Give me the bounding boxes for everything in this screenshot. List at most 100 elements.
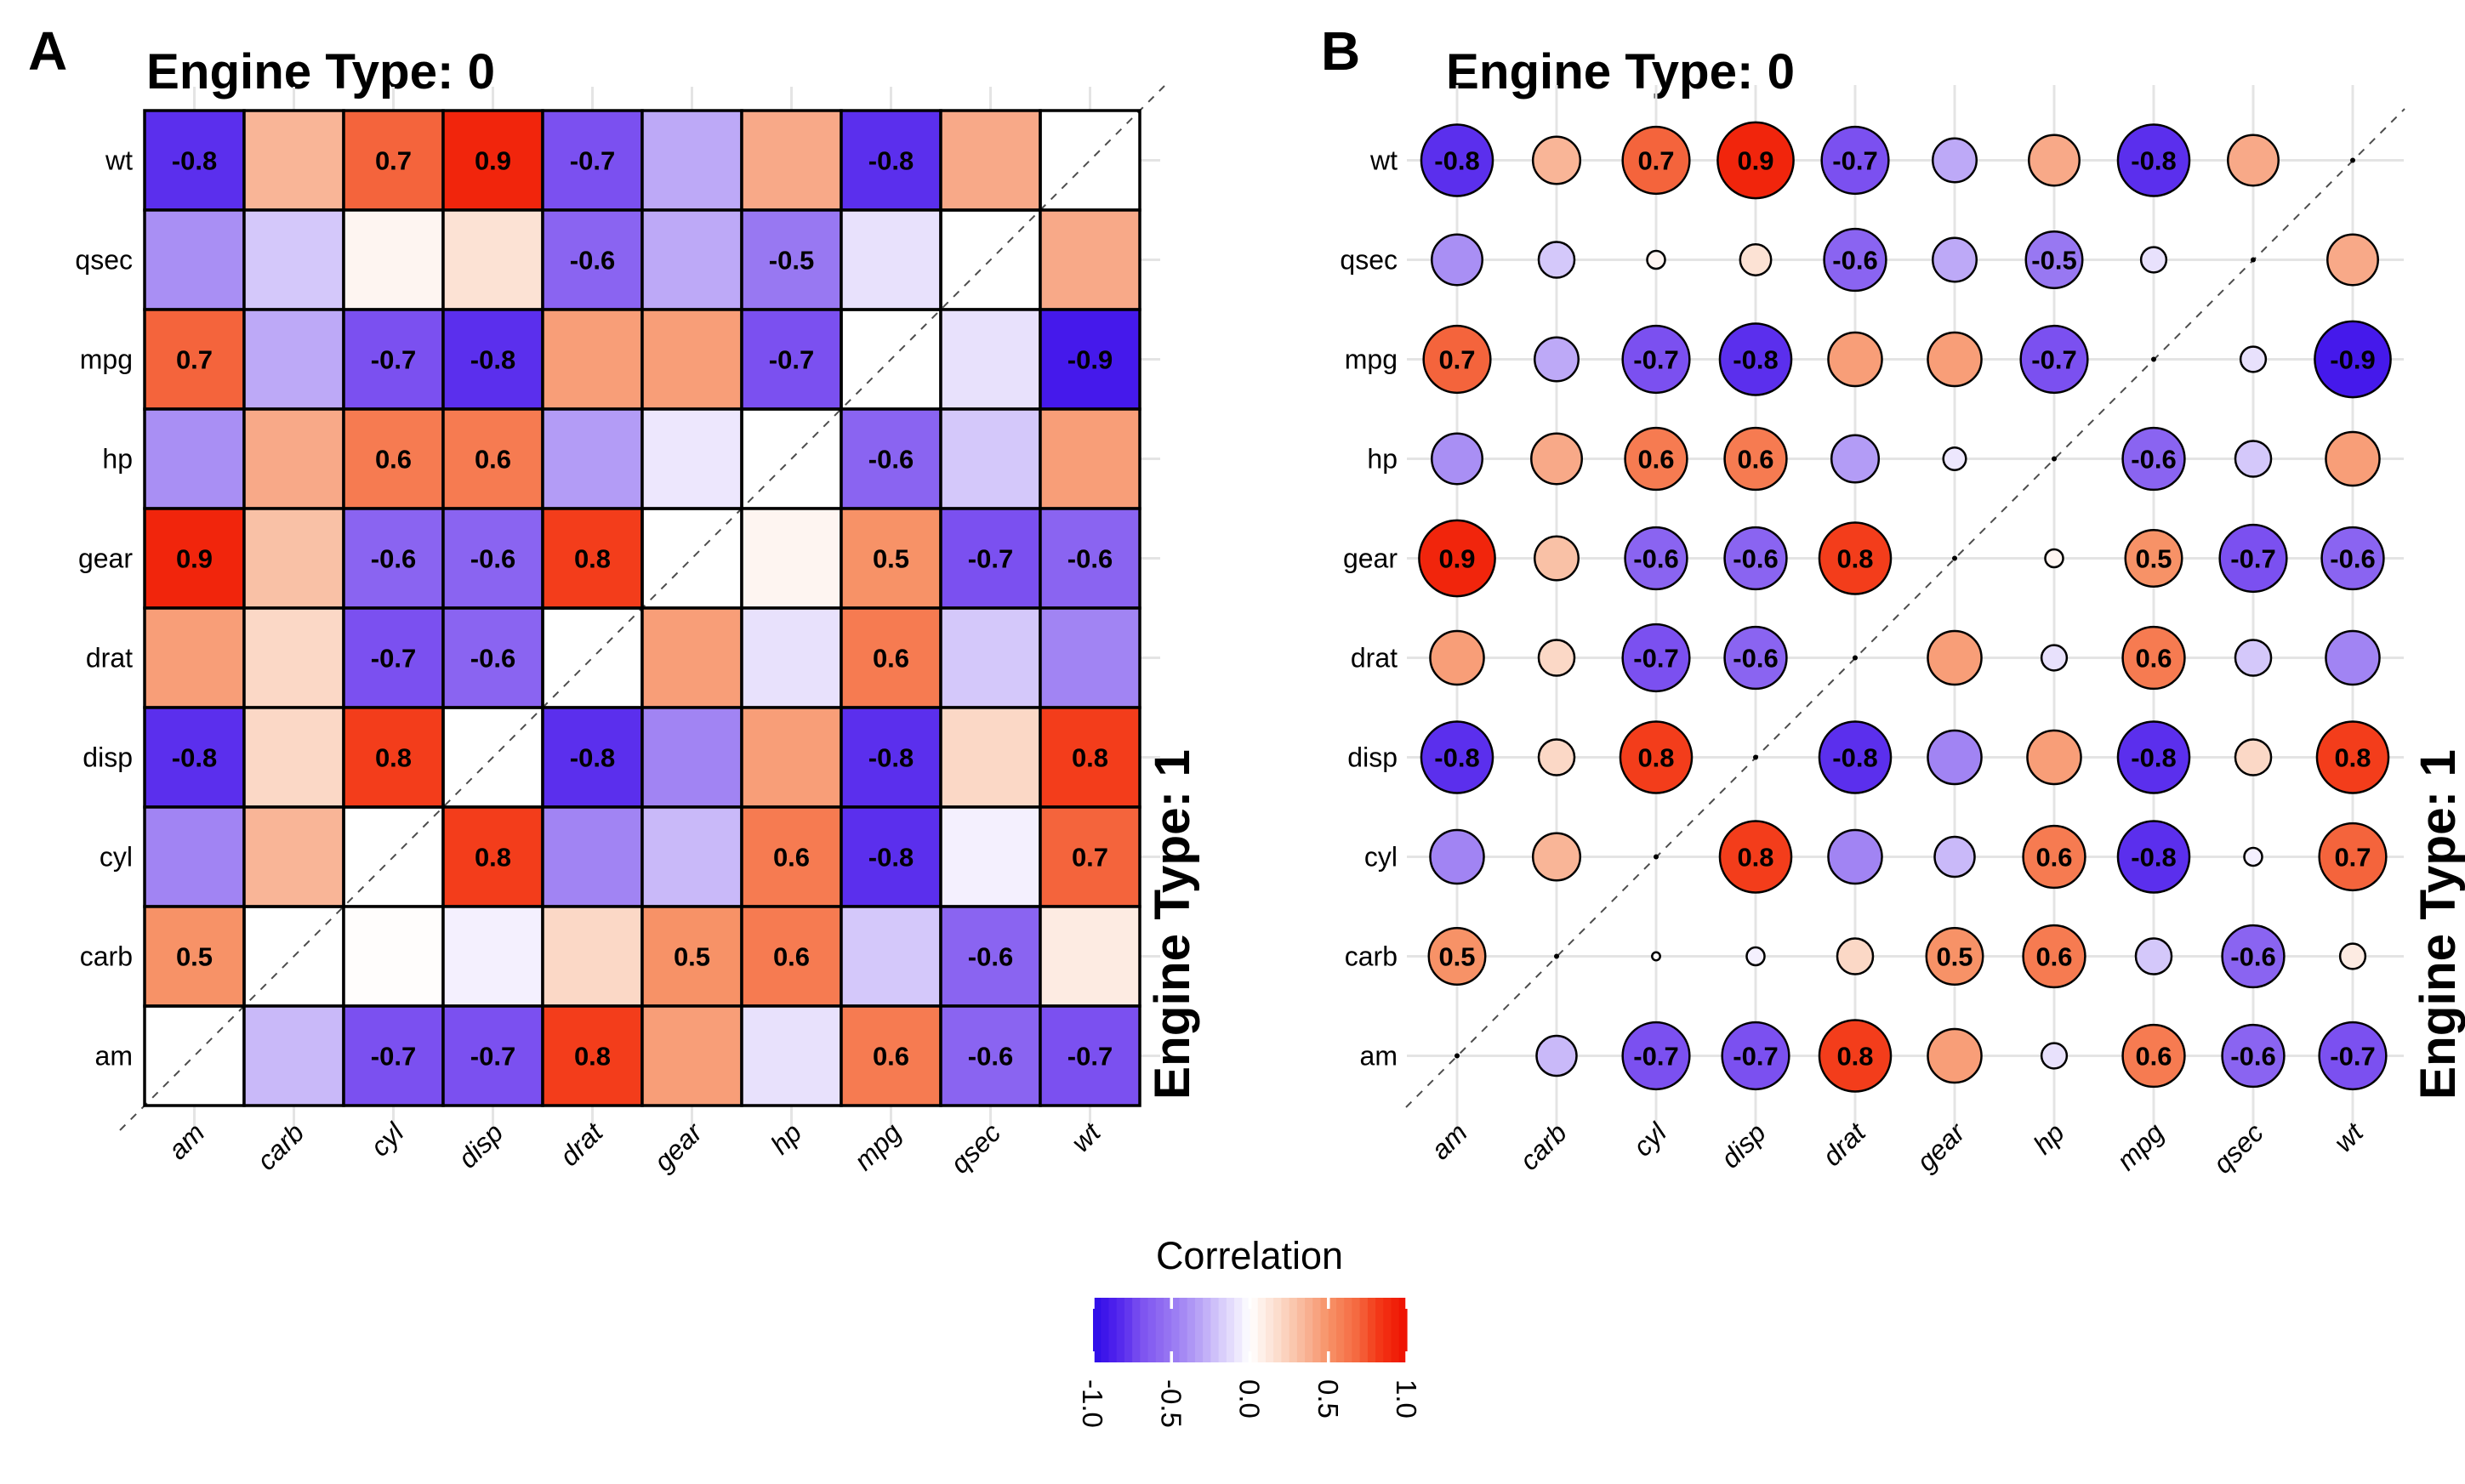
panel-b-right-strip: Engine Type: 1 — [2411, 749, 2465, 1100]
matrix-bubble — [2338, 942, 2367, 970]
legend-gradient-band — [1281, 1298, 1290, 1362]
bubble-value-label: -0.8 — [1733, 345, 1778, 375]
legend-gradient-band — [1312, 1298, 1322, 1362]
matrix-bubble — [2040, 644, 2069, 672]
legend-tick-label: 0.0 — [1234, 1379, 1266, 1419]
bubble-value-label: -0.7 — [1733, 1042, 1778, 1072]
cell-value-label: 0.8 — [574, 1042, 611, 1072]
diagonal-dot — [1853, 655, 1858, 661]
matrix-bubble — [1723, 426, 1788, 492]
bubble-value-label: 0.7 — [2334, 843, 2371, 873]
legend-gradient-band — [1194, 1298, 1204, 1362]
legend-gradient-band — [1234, 1298, 1243, 1362]
matrix-bubble — [1723, 625, 1788, 691]
matrix-bubble — [1830, 434, 1881, 484]
bubble-value-label: -0.7 — [1633, 644, 1678, 674]
matrix-bubble — [1818, 1019, 1893, 1093]
matrix-bubble — [1534, 535, 1580, 582]
bubble-value-label: -0.7 — [1832, 146, 1877, 176]
bubble-value-label: -0.8 — [1832, 743, 1877, 773]
matrix-bubble — [2139, 246, 2168, 274]
matrix-cell — [242, 407, 345, 510]
matrix-bubble — [1739, 243, 1773, 276]
cell-value-label: 0.9 — [475, 146, 511, 176]
bubble-value-label: -0.7 — [1633, 345, 1678, 375]
x-axis-label: qsec — [944, 1117, 1006, 1179]
bubble-value-label: -0.6 — [2230, 1042, 2275, 1072]
legend-gradient-band — [1187, 1298, 1196, 1362]
bubble-value-label: -0.6 — [1733, 644, 1778, 674]
legend-tick-mark — [1248, 1298, 1252, 1309]
matrix-cell — [740, 507, 843, 610]
cell-value-label: -0.6 — [470, 644, 515, 674]
cell-value-label: 0.7 — [176, 345, 213, 375]
legend-gradient-band — [1250, 1298, 1259, 1362]
matrix-bubble — [1651, 951, 1661, 962]
x-axis-label: cyl — [364, 1117, 410, 1163]
bubble-value-label: 0.5 — [1438, 942, 1475, 972]
legend-gradient-band — [1383, 1298, 1392, 1362]
legend-tick-mark — [1405, 1298, 1409, 1309]
cell-value-label: 0.6 — [873, 644, 909, 674]
matrix-bubble — [2325, 430, 2381, 487]
bubble-value-label: 0.8 — [2334, 743, 2371, 773]
cell-value-label: 0.8 — [1072, 743, 1108, 773]
matrix-bubble — [1925, 927, 1984, 986]
panel-a-letter: A — [28, 20, 67, 82]
matrix-bubble — [2325, 629, 2381, 686]
matrix-cell — [1039, 507, 1141, 610]
matrix-cell — [541, 805, 644, 908]
matrix-bubble — [1530, 432, 1583, 486]
y-axis-label: disp — [1347, 742, 1398, 773]
bubble-value-label: 0.8 — [1637, 743, 1674, 773]
matrix-bubble — [1431, 432, 1483, 486]
bubble-value-label: -0.6 — [1633, 544, 1678, 574]
bubble-value-label: -0.7 — [2330, 1042, 2375, 1072]
diagonal-dot — [1654, 854, 1659, 860]
legend-gradient-band — [1273, 1298, 1282, 1362]
legend-gradient-band — [1265, 1298, 1274, 1362]
y-axis-label: carb — [1345, 941, 1398, 972]
bubble-value-label: 0.8 — [1836, 544, 1873, 574]
cell-value-label: -0.7 — [371, 644, 416, 674]
matrix-bubble — [2019, 324, 2089, 395]
y-axis-label: hp — [1367, 444, 1398, 475]
y-axis-label: disp — [83, 742, 133, 773]
matrix-cell — [441, 208, 544, 311]
matrix-cell — [143, 208, 246, 311]
cell-value-label: -0.8 — [470, 345, 515, 375]
legend-gradient-band — [1155, 1298, 1164, 1362]
matrix-cell — [939, 805, 1042, 908]
matrix-bubble — [1431, 233, 1483, 287]
matrix-bubble — [2134, 937, 2173, 975]
color-legend: Correlation -1.0 -0.5 0.0 0.5 1.0 — [1077, 1234, 1422, 1428]
bubble-value-label: 0.9 — [1438, 544, 1475, 574]
matrix-bubble — [2318, 822, 2388, 892]
legend-gradient-band — [1398, 1298, 1408, 1362]
matrix-cell — [1039, 308, 1141, 411]
legend-tick-label: -0.5 — [1155, 1379, 1187, 1428]
matrix-cell — [441, 905, 544, 1008]
matrix-cell — [1039, 805, 1141, 908]
legend-tick-label: -1.0 — [1077, 1379, 1108, 1428]
matrix-bubble — [1942, 446, 1967, 472]
matrix-bubble — [2121, 625, 2186, 691]
legend-tick-mark — [1170, 1351, 1173, 1362]
matrix-cell — [242, 109, 345, 212]
cell-value-label: -0.8 — [172, 146, 217, 176]
legend-gradient-band — [1116, 1298, 1125, 1362]
matrix-bubble — [1932, 137, 1978, 184]
matrix-bubble — [1646, 249, 1666, 270]
matrix-cell — [740, 308, 843, 411]
legend-gradient-band — [1093, 1298, 1102, 1362]
x-axis-label: mpg — [848, 1117, 908, 1176]
bubble-value-label: -0.6 — [1832, 246, 1877, 276]
matrix-bubble — [1624, 426, 1688, 492]
cell-value-label: 0.8 — [475, 843, 511, 873]
matrix-cell — [342, 1004, 445, 1107]
matrix-cell — [1039, 706, 1141, 809]
matrix-bubble — [1745, 946, 1766, 967]
matrix-bubble — [2314, 320, 2392, 399]
legend-gradient-band — [1352, 1298, 1361, 1362]
